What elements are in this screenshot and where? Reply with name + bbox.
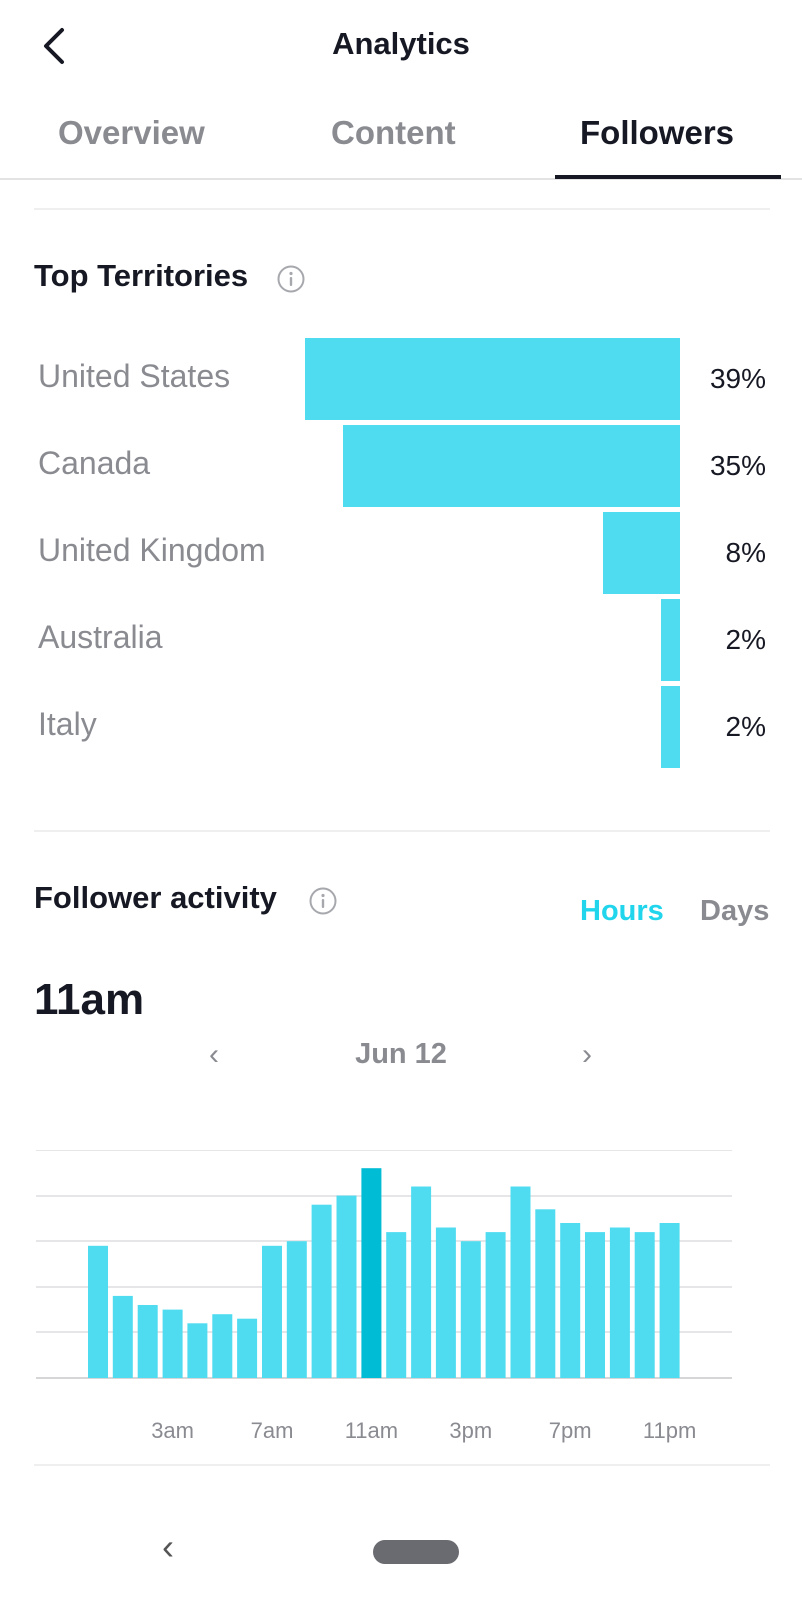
chart-bar[interactable] [262,1245,282,1378]
back-chevron-icon[interactable]: ‹ [162,1526,174,1567]
territory-bar [305,338,680,420]
app-header: Analytics [0,0,802,92]
info-icon[interactable] [276,264,306,294]
page-title: Analytics [332,26,470,61]
chart-bar[interactable] [609,1227,630,1379]
territory-bar [661,599,680,681]
chart-bar-selected[interactable] [361,1168,382,1378]
chart-x-tick-label: 11pm [642,1418,697,1443]
days-toggle[interactable]: Days [700,895,770,927]
chart-bar[interactable] [659,1223,680,1378]
territory-name: Australia [38,619,163,655]
territory-bar [343,425,680,507]
date-navigator: ‹ Jun 12 › [0,1038,802,1082]
info-icon[interactable] [308,886,338,916]
date-label: Jun 12 [355,1038,447,1070]
chart-bar[interactable] [212,1314,233,1378]
territory-bar [661,686,680,768]
chart-bar[interactable] [435,1227,456,1379]
territory-name: United States [38,358,231,394]
tab-overview[interactable]: Overview [58,114,205,151]
chart-bar[interactable] [460,1241,481,1378]
chart-bar[interactable] [485,1232,506,1378]
chart-bar[interactable] [286,1241,307,1378]
chart-bar[interactable] [162,1309,183,1378]
divider [34,208,770,210]
chart-x-tick-label: 7pm [548,1418,592,1443]
chart-x-tick-label: 3pm [449,1418,493,1443]
territory-name: Canada [38,445,151,481]
territory-percent: 2% [725,711,766,742]
chart-bar[interactable] [535,1209,556,1378]
follower-activity-chart[interactable] [0,1150,802,1390]
chart-bar[interactable] [187,1323,208,1378]
top-territories-title: Top Territories [34,258,249,293]
chart-bar[interactable] [336,1195,357,1378]
chart-bar[interactable] [634,1232,655,1378]
chart-bar[interactable] [411,1186,432,1379]
territory-name: United Kingdom [38,532,266,568]
tab-content[interactable]: Content [331,114,456,151]
territory-percent: 2% [725,624,766,655]
tab-bar: Overview Content Followers [0,100,802,180]
territory-bar [603,512,680,594]
follower-activity-title: Follower activity [34,880,277,915]
selected-hour-value: 11am [34,975,145,1024]
active-tab-indicator [555,175,781,179]
chart-bar[interactable] [112,1295,133,1378]
system-nav-bar: ‹ [0,1500,802,1600]
chart-bar[interactable] [386,1232,407,1378]
chart-bar[interactable] [560,1223,581,1378]
chart-bar[interactable] [585,1232,605,1378]
back-button[interactable] [30,22,78,70]
chevron-right-icon[interactable]: › [582,1038,592,1071]
territory-name: Italy [38,706,97,742]
divider [34,830,770,832]
divider [34,1464,770,1466]
tab-followers[interactable]: Followers [580,114,735,151]
territory-percent: 39% [709,363,766,394]
chart-bar[interactable] [88,1245,108,1378]
home-pill-icon[interactable] [373,1540,459,1564]
chart-bar[interactable] [237,1318,258,1378]
territory-percent: 35% [709,450,766,481]
chevron-left-icon [44,28,64,64]
chart-x-tick-label: 3am [151,1418,194,1443]
chart-bar[interactable] [311,1204,332,1378]
chart-x-tick-label: 11am [344,1418,399,1443]
chart-bar[interactable] [510,1186,531,1379]
chart-x-tick-label: 7am [250,1418,294,1443]
chart-bar[interactable] [137,1305,158,1378]
hours-toggle[interactable]: Hours [580,895,664,927]
chevron-left-icon[interactable]: ‹ [209,1038,219,1071]
territory-percent: 8% [725,537,766,568]
